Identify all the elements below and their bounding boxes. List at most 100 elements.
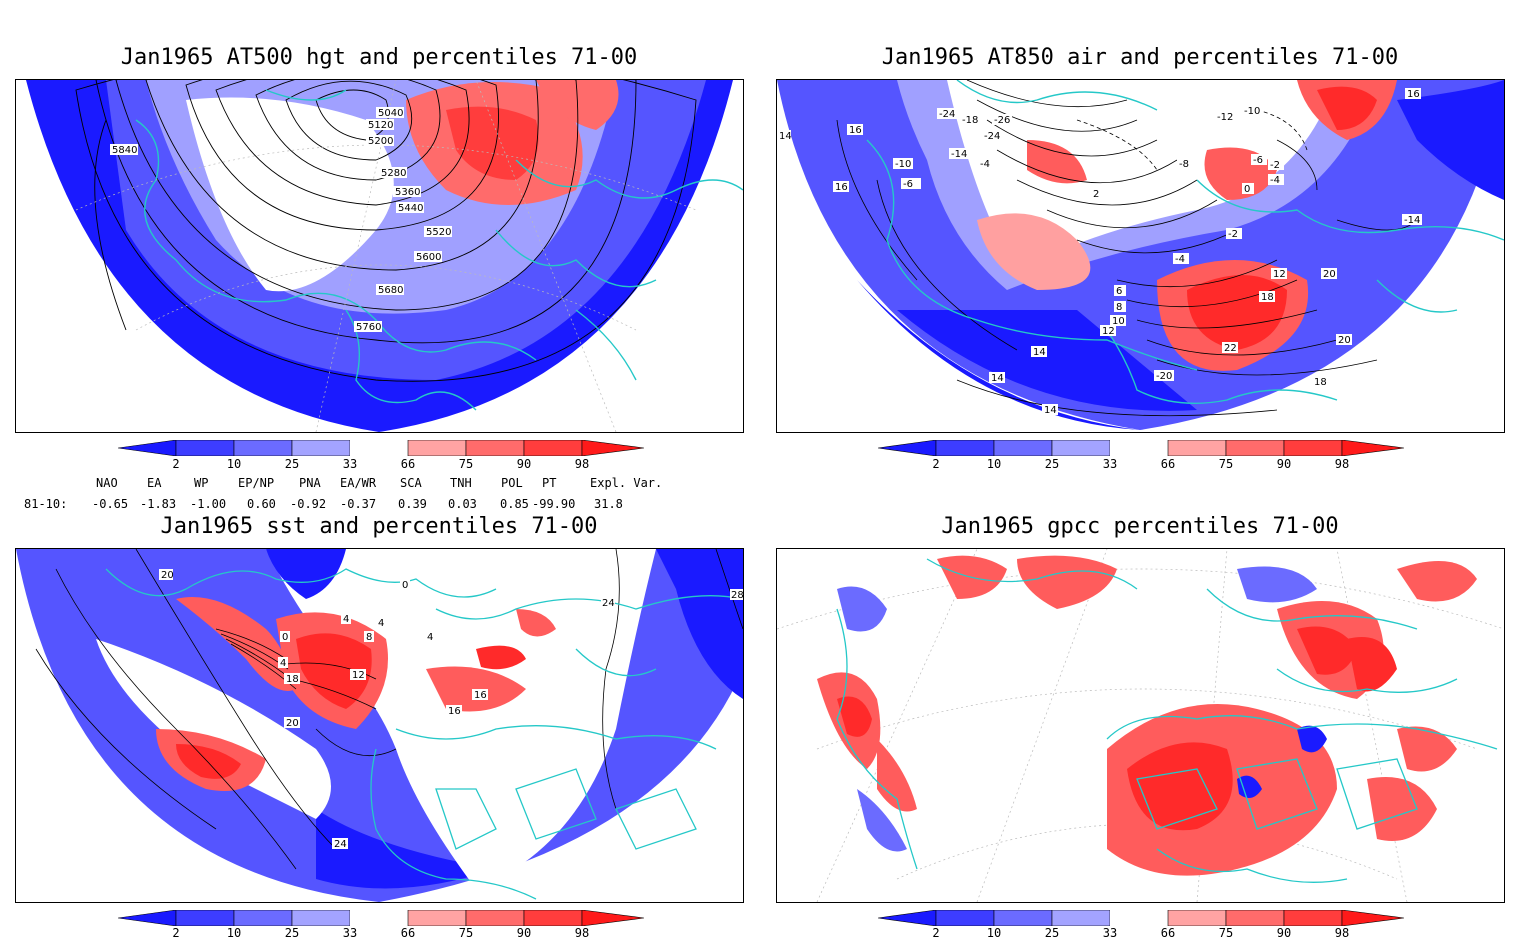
index-value: -0.92	[290, 497, 327, 511]
index-value: -0.65	[92, 497, 129, 511]
index-header: EP/NP	[238, 476, 275, 490]
colorbar-label: 10	[226, 926, 242, 940]
contour-label: -20	[1156, 371, 1172, 382]
contour-label: 5200	[368, 136, 393, 147]
contour-label: 20	[1323, 269, 1336, 280]
contour-label: 24	[602, 598, 615, 609]
contour-label: 18	[1314, 377, 1327, 388]
contour-label: 5280	[381, 168, 406, 179]
contour-label: 5840	[112, 145, 137, 156]
contour-label: 28	[731, 590, 743, 601]
contour-label: 5760	[356, 322, 381, 333]
contour-label: 5680	[378, 285, 403, 296]
contour-label: 6	[1116, 286, 1122, 297]
colorbar-label: 66	[400, 457, 416, 471]
colorbar-label: 90	[1276, 457, 1292, 471]
index-header: NAO	[96, 476, 118, 490]
colorbar-label: 25	[284, 457, 300, 471]
colorbar-label: 98	[1334, 926, 1350, 940]
colorbar-label: 98	[1334, 457, 1350, 471]
index-value: 0.03	[448, 497, 477, 511]
contour-label: 20	[161, 570, 174, 581]
colorbar-label: 90	[516, 926, 532, 940]
contour-label: -4	[980, 159, 990, 170]
colorbar-label: 98	[574, 926, 590, 940]
index-row-label: 81-10:	[24, 497, 68, 511]
index-value: -0.37	[340, 497, 377, 511]
index-header: EA	[147, 476, 162, 490]
contour-label: 4	[343, 614, 349, 625]
contour-label: -6	[903, 179, 913, 190]
colorbar-label: 66	[400, 926, 416, 940]
index-value: 31.8	[594, 497, 623, 511]
colorbar-label: 75	[458, 926, 474, 940]
colorbar-label: 10	[226, 457, 242, 471]
contour-label: -24	[984, 131, 1000, 142]
panel-title-gpcc: Jan1965 gpcc percentiles 71-00	[941, 514, 1339, 539]
index-header: Expl. Var.	[590, 476, 663, 490]
contour-label: -6	[1253, 155, 1263, 166]
contour-label: -10	[895, 159, 911, 170]
colorbar-label: 75	[458, 457, 474, 471]
contour-label: 14	[1044, 405, 1057, 416]
contour-label: 0	[402, 580, 408, 591]
contour-label: -4	[1175, 254, 1185, 265]
contour-label: 16	[849, 125, 862, 136]
colorbar-label: 25	[1044, 926, 1060, 940]
contour-label: 16	[835, 182, 848, 193]
index-header: TNH	[450, 476, 472, 490]
index-header: PT	[542, 476, 557, 490]
index-header: POL	[501, 476, 523, 490]
panel-title-sst: Jan1965 sst and percentiles 71-00	[160, 514, 598, 539]
contour-label: 14	[991, 373, 1004, 384]
map-air850: -24 -18 -26 -24 -14 -10 -6 -4 -12 -10 -6…	[776, 79, 1505, 433]
contour-label: 2	[1093, 189, 1099, 200]
contour-label: 4	[378, 618, 384, 629]
map-hgt500: 5040 5120 5200 5280 5360 5440 5520 5600 …	[15, 79, 744, 433]
colorbar-label: 33	[1102, 457, 1118, 471]
contour-label: -12	[1217, 112, 1233, 123]
colorbar-label: 66	[1160, 926, 1176, 940]
contour-label: -14	[1404, 215, 1420, 226]
contour-label: 16	[474, 690, 487, 701]
contour-label: 5360	[395, 187, 420, 198]
colorbar-label: 2	[932, 926, 940, 940]
colorbar-label: 10	[986, 926, 1002, 940]
index-header: SCA	[400, 476, 422, 490]
index-header: WP	[194, 476, 209, 490]
contour-label: 4	[427, 632, 433, 643]
contour-label: 0	[282, 632, 288, 643]
colorbar-label: 66	[1160, 457, 1176, 471]
colorbar-top-left	[118, 440, 644, 456]
index-value: -1.83	[140, 497, 177, 511]
contour-label: 5120	[368, 120, 393, 131]
contour-label: 12	[1102, 326, 1115, 337]
contour-label: -2	[1228, 229, 1238, 240]
contour-label: -4	[1270, 175, 1280, 186]
colorbar-bottom-left	[118, 910, 644, 926]
colorbar-label: 33	[1102, 926, 1118, 940]
contour-label: 5600	[416, 252, 441, 263]
colorbar-label: 75	[1218, 457, 1234, 471]
index-value: -1.00	[190, 497, 227, 511]
colorbar-label: 90	[516, 457, 532, 471]
contour-label: 8	[1116, 302, 1122, 313]
contour-label: -8	[1179, 159, 1189, 170]
index-value: -99.90	[532, 497, 576, 511]
colorbar-label: 2	[932, 457, 940, 471]
contour-label: 18	[286, 674, 299, 685]
contour-label: 5440	[398, 203, 423, 214]
contour-label: 20	[286, 718, 299, 729]
colorbar-label: 75	[1218, 926, 1234, 940]
contour-label: 8	[366, 632, 372, 643]
map-sst: 20 0 4 8 4 4 0 4 18 12 20 16 16 24 28 24	[15, 548, 744, 903]
contour-label: 14	[779, 131, 792, 142]
contour-label: -24	[939, 109, 955, 120]
contour-label: -14	[951, 149, 967, 160]
colorbar-label: 10	[986, 457, 1002, 471]
colorbar-top-right	[878, 440, 1404, 456]
contour-label: 22	[1224, 343, 1237, 354]
panel-title-hgt500: Jan1965 AT500 hgt and percentiles 71-00	[120, 45, 638, 70]
contour-label: 12	[1273, 269, 1286, 280]
contour-label: 4	[280, 658, 286, 669]
